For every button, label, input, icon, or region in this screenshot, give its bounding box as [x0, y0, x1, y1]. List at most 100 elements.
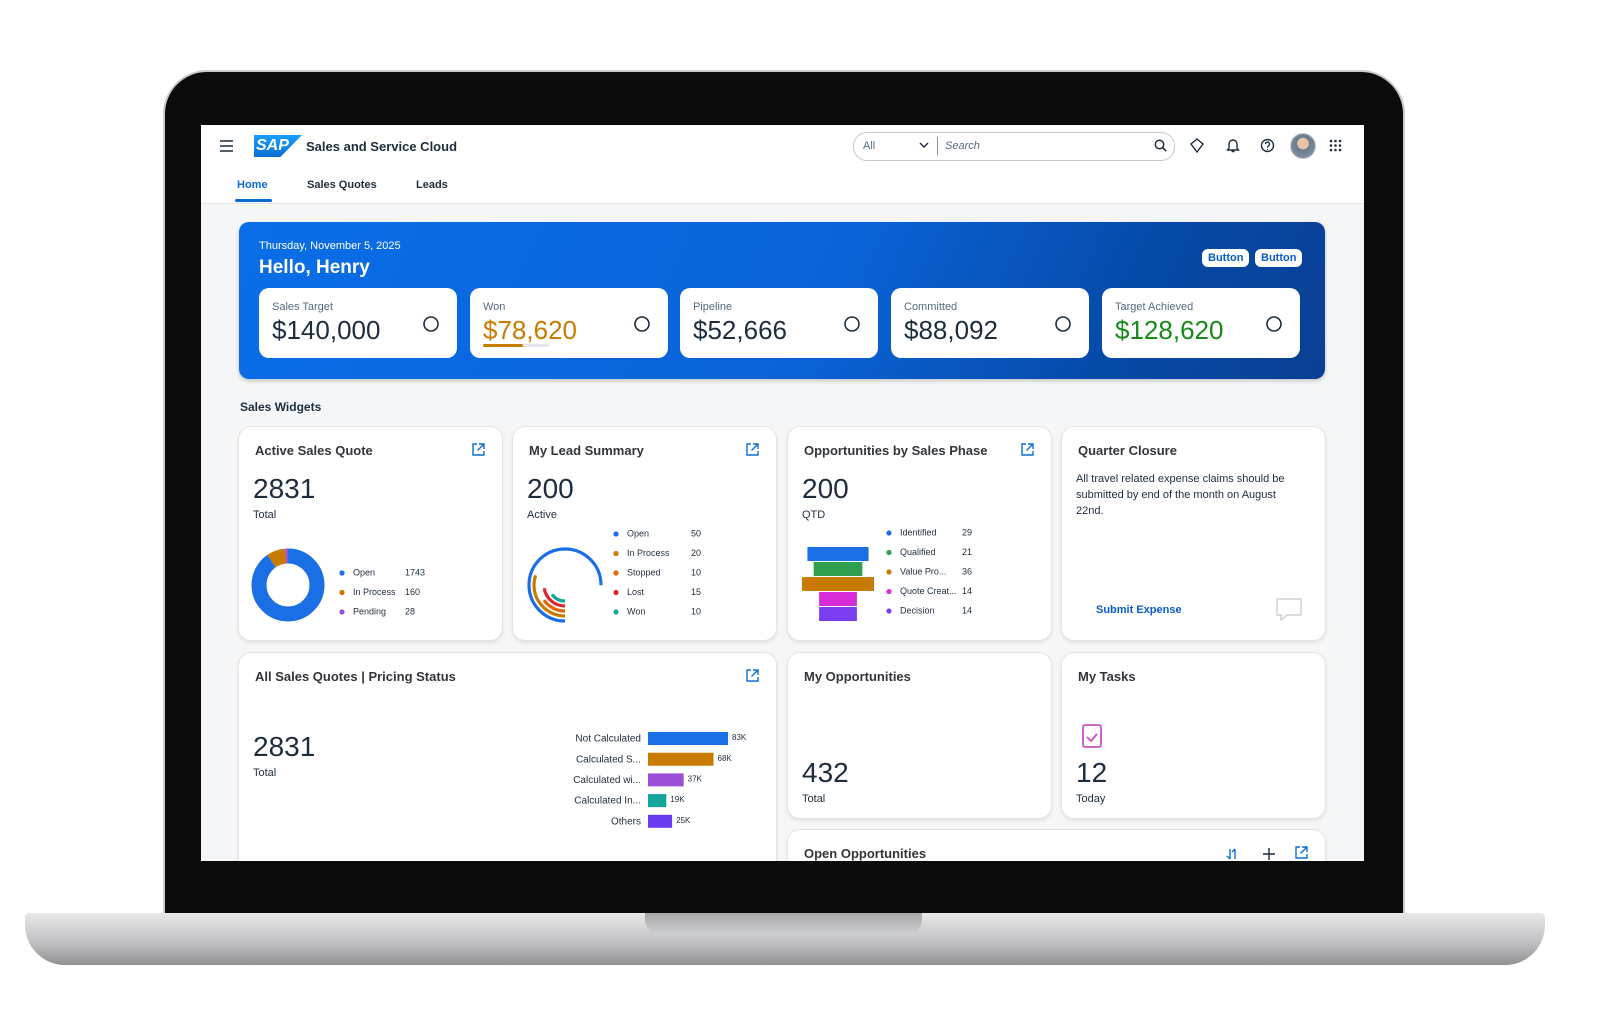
kpi-value: $128,620 [1115, 315, 1224, 345]
count-label: Total [802, 793, 826, 805]
radial-bar [542, 562, 588, 608]
add-icon[interactable] [1263, 848, 1275, 860]
legend-dot [613, 609, 619, 615]
notification-icon[interactable] [1226, 138, 1240, 153]
bar [648, 814, 673, 828]
icon-shape [423, 316, 439, 332]
help-icon[interactable] [1260, 138, 1275, 153]
widget-chart: Not Calculated 83K Calculated S... 68K Calcu… [573, 669, 759, 828]
legend-dot [886, 588, 892, 595]
logo[interactable]: SAP [256, 137, 289, 154]
widget-chart: Open 50 In Process 20 Stopped 10 Lost 15 Won 10 [527, 443, 759, 623]
count: 2831 [253, 473, 316, 504]
legend-dot [886, 530, 892, 536]
sort-icon[interactable] [1226, 848, 1236, 860]
legend-value: 50 [691, 528, 701, 538]
widget-chart [1082, 724, 1102, 748]
bar-value-label: 83K [732, 733, 747, 742]
icon-shape [1021, 443, 1034, 456]
search-scope[interactable]: All [863, 140, 876, 152]
tab[interactable]: Home [237, 179, 268, 191]
tab[interactable]: Sales Quotes [307, 179, 377, 191]
count-label: Active [527, 509, 557, 521]
welcome-banner: Thursday, November 5, 2025 Hello, Henry … [239, 222, 1325, 379]
widget-chart: Identified 29 Qualified 21 Value Pro... 36 Quo… [802, 443, 1034, 621]
widget-card: Opportunities by Sales Phase Identified 29… [788, 427, 1051, 640]
menu-icon[interactable] [219, 139, 235, 153]
widget-card: My Tasks 12 Today [1062, 653, 1325, 818]
kpi-value: $52,666 [693, 315, 787, 345]
kpi-icon [423, 316, 439, 332]
count-label: QTD [802, 509, 826, 521]
bar [648, 794, 667, 808]
apps-icon[interactable] [1329, 139, 1342, 152]
legend-label: Value Pro... [900, 566, 946, 576]
button[interactable]: Button [1255, 249, 1303, 267]
legend-label: Qualified [900, 547, 936, 557]
screen: SAP Sales and Service Cloud All Search H… [201, 125, 1364, 861]
icon-shape [1055, 316, 1071, 332]
kpi-value: $78,620 [483, 315, 577, 345]
open-link-icon[interactable] [1295, 846, 1308, 859]
search-icon[interactable] [1154, 139, 1167, 152]
search-box[interactable] [853, 132, 1175, 161]
message: All travel related expense claims should… [1076, 473, 1285, 517]
widget-card: My Lead Summary Open 50 In Process 20 Stopped… [513, 427, 776, 640]
count: 2831 [253, 731, 316, 762]
widget-chart: Open 1743 In Process 160 Pending 28 [251, 443, 485, 622]
dropdown-icon[interactable] [919, 141, 929, 149]
widget-title: My Opportunities [804, 669, 911, 684]
widget-chart [1276, 598, 1302, 622]
funnel-segment [819, 607, 857, 621]
icon-shape [1263, 848, 1275, 860]
funnel-segment [802, 577, 874, 591]
kpi-icon [634, 316, 650, 332]
kpi-label: Sales Target [272, 301, 333, 313]
legend-value: 36 [962, 566, 972, 576]
legend-value: 14 [962, 605, 972, 615]
legend-value: 10 [691, 606, 701, 616]
tab[interactable]: Leads [416, 179, 448, 191]
kpi-icon [1266, 316, 1282, 332]
open-link-icon[interactable] [472, 443, 485, 456]
app-title: Sales and Service Cloud [306, 139, 458, 154]
bar-value-label: 19K [670, 795, 685, 804]
kpi-icon [844, 316, 860, 332]
legend-dot [339, 589, 345, 596]
legend-label: Lost [627, 587, 645, 597]
legend-value: 29 [962, 527, 972, 537]
laptop-notch [645, 913, 922, 935]
bar-label: Others [611, 816, 641, 827]
date: Thursday, November 5, 2025 [259, 240, 401, 252]
widget-card: Open Opportunities [788, 830, 1325, 861]
link[interactable]: Submit Expense [1096, 604, 1182, 616]
avatar[interactable] [1290, 133, 1316, 159]
icon-shape [1266, 316, 1282, 332]
legend-dot [613, 531, 619, 537]
kpi-label: Pipeline [693, 301, 733, 313]
radial-bar [527, 547, 603, 623]
bar-label: Calculated S... [576, 754, 641, 765]
open-link-icon[interactable] [746, 669, 759, 682]
legend-dot [339, 570, 345, 576]
legend-dot [886, 608, 892, 614]
button[interactable]: Button [1202, 249, 1250, 267]
icon-shape [844, 316, 860, 332]
joule-icon[interactable] [1190, 138, 1204, 153]
tab-indicator [235, 199, 272, 202]
kpi-card: Pipeline $52,666 [680, 288, 878, 358]
chat-icon [1276, 598, 1302, 622]
legend-value: 1743 [405, 567, 425, 577]
bar [648, 752, 714, 766]
open-link-icon[interactable] [746, 443, 759, 456]
bar-label: Calculated wi... [573, 775, 641, 786]
legend-label: Open [353, 567, 375, 577]
legend-value: 14 [962, 586, 972, 596]
legend-label: Identified [900, 527, 937, 537]
search-input[interactable]: Search [945, 140, 980, 152]
legend-value: 20 [691, 548, 701, 558]
widget-chart [1226, 846, 1308, 860]
open-link-icon[interactable] [1021, 443, 1034, 456]
legend-label: Won [627, 606, 645, 616]
kpi-label: Target Achieved [1115, 301, 1194, 313]
